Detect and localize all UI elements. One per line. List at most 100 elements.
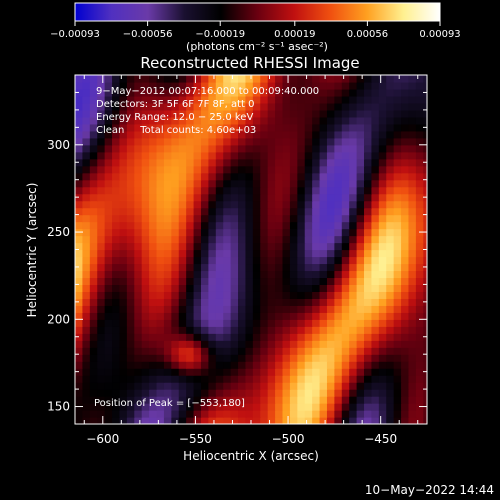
y-tick-label: 150 xyxy=(47,400,70,414)
heatmap-cell xyxy=(282,312,291,320)
heatmap-cell xyxy=(349,277,358,285)
heatmap-cell xyxy=(119,354,128,362)
heatmap-cell xyxy=(149,207,158,216)
heatmap-cell xyxy=(112,361,121,369)
heatmap-cell xyxy=(304,214,313,223)
heatmap-cell xyxy=(215,270,224,279)
heatmap-cell xyxy=(163,186,172,195)
heatmap-cell xyxy=(163,88,172,97)
heatmap-cell xyxy=(275,116,284,125)
heatmap-cell xyxy=(364,354,373,362)
heatmap-cell xyxy=(319,235,328,244)
colorbar xyxy=(74,2,441,22)
heatmap-cell xyxy=(260,151,269,160)
heatmap-cell xyxy=(245,123,254,132)
heatmap-cell xyxy=(275,319,284,327)
heatmap-cell xyxy=(245,116,254,125)
heatmap-cell xyxy=(75,361,84,369)
heatmap-cell xyxy=(126,375,135,383)
heatmap-cell xyxy=(371,277,380,285)
heatmap-cell xyxy=(89,123,98,132)
heatmap-cell xyxy=(141,193,150,202)
heatmap-cell xyxy=(230,172,239,181)
heatmap-cell xyxy=(89,130,98,139)
heatmap-cell xyxy=(356,270,365,279)
heatmap-cell xyxy=(408,165,417,174)
heatmap-cell xyxy=(341,95,350,104)
heatmap-cell xyxy=(215,200,224,209)
heatmap-cell xyxy=(200,186,209,195)
heatmap-cell xyxy=(408,326,417,334)
heatmap-cell xyxy=(97,277,106,285)
heatmap-cell xyxy=(260,130,269,139)
heatmap-cell xyxy=(260,214,269,223)
heatmap-cell xyxy=(334,298,343,306)
heatmap-cell xyxy=(215,186,224,195)
heatmap-cell xyxy=(193,368,202,376)
heatmap-cell xyxy=(349,109,358,118)
heatmap-cell xyxy=(156,130,165,139)
heatmap-cell xyxy=(289,235,298,244)
heatmap-cell xyxy=(378,193,387,202)
heatmap-cell xyxy=(104,403,113,411)
heatmap-cell xyxy=(104,221,113,230)
heatmap-cell xyxy=(119,95,128,104)
heatmap-cell xyxy=(245,340,254,348)
heatmap-cell xyxy=(104,116,113,125)
heatmap-cell xyxy=(193,137,202,146)
heatmap-cell xyxy=(200,193,209,202)
heatmap-cell xyxy=(267,347,276,355)
heatmap-cell xyxy=(393,109,402,118)
heatmap-cell xyxy=(208,284,217,292)
heatmap-cell xyxy=(267,186,276,195)
heatmap-cell xyxy=(141,333,150,341)
heatmap-cell xyxy=(75,396,84,404)
heatmap-cell xyxy=(171,340,180,348)
heatmap-cell xyxy=(208,151,217,160)
heatmap-cell xyxy=(97,235,106,244)
heatmap-cell xyxy=(326,172,335,181)
heatmap-cell xyxy=(393,263,402,272)
heatmap-cell xyxy=(408,179,417,188)
heatmap-cell xyxy=(289,116,298,125)
heatmap-cell xyxy=(364,130,373,139)
heatmap-cell xyxy=(171,214,180,223)
heatmap-cell xyxy=(89,298,98,306)
heatmap-cell xyxy=(319,214,328,223)
heatmap-cell xyxy=(112,347,121,355)
heatmap-cell xyxy=(112,200,121,209)
heatmap-cell xyxy=(89,312,98,320)
heatmap-cell xyxy=(415,354,424,362)
heatmap-cell xyxy=(364,263,373,272)
heatmap-cell xyxy=(267,207,276,216)
heatmap-cell xyxy=(326,403,335,411)
heatmap-cell xyxy=(104,249,113,258)
heatmap-cell xyxy=(178,340,187,348)
heatmap-cell xyxy=(282,200,291,209)
heatmap-cell xyxy=(260,298,269,306)
heatmap-cell xyxy=(208,375,217,383)
heatmap-cell xyxy=(97,186,106,195)
heatmap-cell xyxy=(260,109,269,118)
heatmap-cell xyxy=(141,88,150,97)
heatmap-cell xyxy=(408,172,417,181)
heatmap-cell xyxy=(341,277,350,285)
heatmap-cell xyxy=(401,249,410,258)
heatmap-cell xyxy=(245,256,254,265)
heatmap-cell xyxy=(282,298,291,306)
heatmap-cell xyxy=(134,172,143,181)
heatmap-cell xyxy=(275,326,284,334)
heatmap-cell xyxy=(401,179,410,188)
heatmap-cell xyxy=(289,291,298,299)
heatmap-cell xyxy=(208,165,217,174)
heatmap-cell xyxy=(349,151,358,160)
heatmap-cell xyxy=(82,354,91,362)
heatmap-cell xyxy=(89,340,98,348)
heatmap-cell xyxy=(393,326,402,334)
heatmap-cell xyxy=(200,158,209,167)
heatmap-cell xyxy=(208,326,217,334)
heatmap-cell xyxy=(82,228,91,237)
heatmap-cell xyxy=(415,102,424,111)
heatmap-cell xyxy=(245,396,254,404)
heatmap-cell xyxy=(104,186,113,195)
